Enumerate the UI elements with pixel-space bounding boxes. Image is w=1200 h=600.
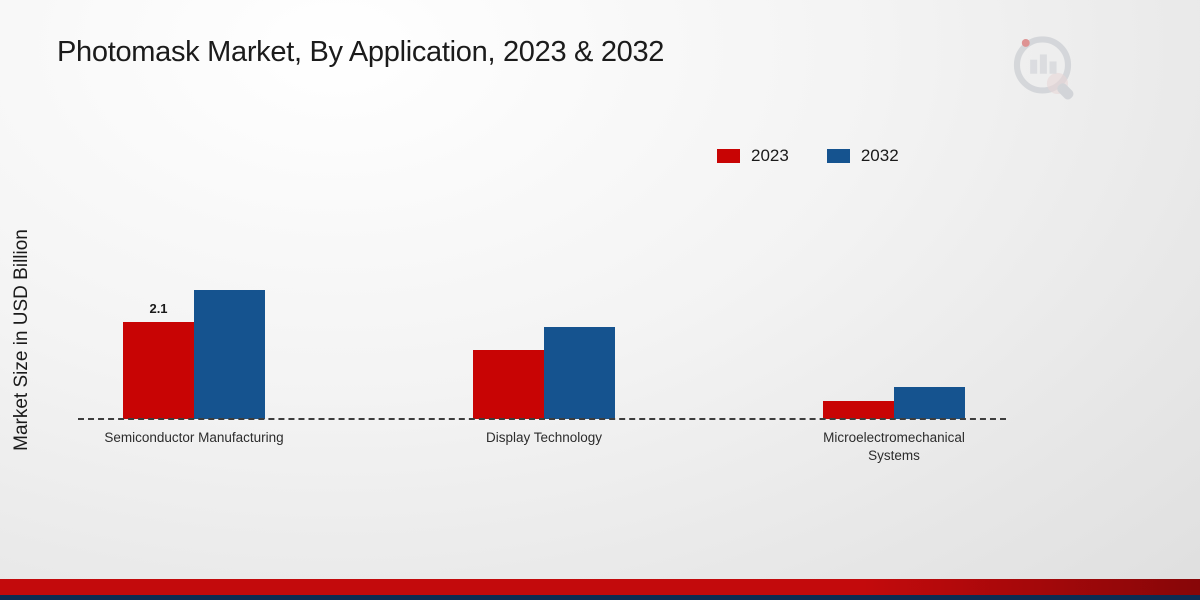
bar-2032-display-technology: [544, 327, 615, 419]
legend-item-2023: 2023: [717, 146, 789, 166]
bar-group-display-technology: Display Technology: [473, 327, 615, 445]
x-axis-baseline: [78, 418, 1006, 420]
y-axis-label: Market Size in USD Billion: [11, 229, 32, 451]
bar-2023-semiconductor-manufacturing: 2.1: [123, 301, 194, 419]
brand-watermark-logo: [1013, 36, 1074, 100]
legend-item-2032: 2032: [826, 146, 899, 166]
legend-label-2032: 2032: [860, 146, 899, 165]
bar-value-label: 2.1: [149, 301, 168, 316]
bar-2023-microelectromechanical-systems: [823, 401, 894, 419]
bar-2032-microelectromechanical-systems: [894, 387, 965, 419]
legend-swatch-2023: [717, 149, 740, 163]
legend-swatch-2032: [826, 149, 850, 163]
bar-chart-plot-area: 2.1 Semiconductor Manufacturing Display Te…: [80, 199, 1000, 463]
bar-2032-semiconductor-manufacturing: [194, 290, 265, 419]
category-label-semiconductor-manufacturing: Semiconductor Manufacturing: [104, 430, 284, 445]
category-label-display-technology: Display Technology: [485, 430, 603, 445]
footer-navy-stripe: [0, 595, 1200, 600]
category-label-microelectromechanical-systems: Microelectromechanical Systems: [823, 430, 965, 464]
bar-2023-display-technology: [473, 350, 544, 419]
legend-label-2023: 2023: [751, 146, 789, 165]
chart-title: Photomask Market, By Application, 2023 &…: [57, 36, 665, 68]
bar-group-microelectromechanical-systems: Microelectromechanical Systems: [823, 387, 965, 463]
legend: 2023 2032: [717, 146, 899, 166]
footer-red-stripe: [0, 579, 1200, 595]
bar-group-semiconductor-manufacturing: 2.1 Semiconductor Manufacturing: [104, 290, 284, 445]
